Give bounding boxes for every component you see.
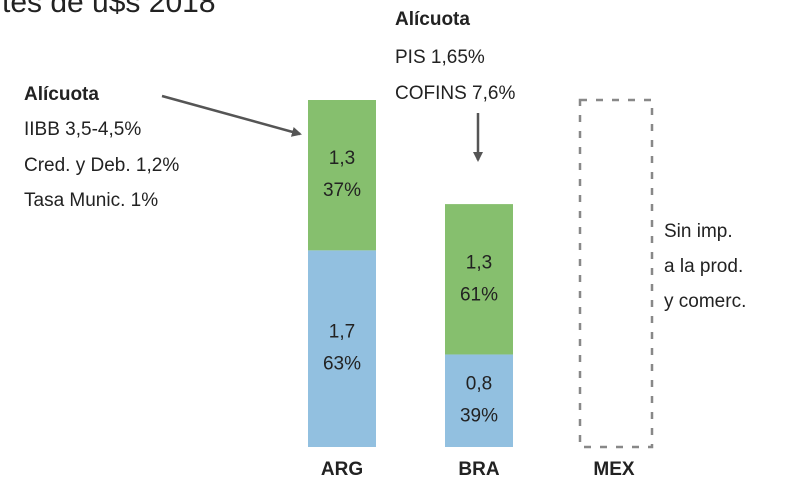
value-label: 1,7 [329, 322, 355, 343]
share-label: 39% [460, 406, 498, 427]
value-label: 1,3 [329, 148, 355, 169]
annotation-heading: Alícuota [24, 84, 99, 105]
x-tick-label: ARG [321, 459, 363, 480]
empty-bar [578, 98, 654, 449]
annotation-line: COFINS 7,6% [395, 83, 515, 104]
annotation-line: PIS 1,65% [395, 47, 485, 68]
x-tick-label: BRA [458, 459, 499, 480]
bar-segment [445, 204, 513, 355]
share-label: 61% [460, 284, 498, 305]
value-label: 1,3 [466, 252, 492, 273]
arrow [161, 94, 302, 137]
annotation-line: y comerc. [664, 291, 746, 312]
share-label: 37% [323, 180, 361, 201]
bar-segment [308, 100, 376, 251]
bar-segment [308, 250, 376, 447]
share-label: 63% [323, 354, 361, 375]
annotation-line: IIBB 3,5-4,5% [24, 119, 141, 140]
annotation-line: Cred. y Deb. 1,2% [24, 155, 179, 176]
annotation-line: Tasa Munic. 1% [24, 190, 158, 211]
value-label: 0,8 [466, 374, 492, 395]
bar-segment [445, 354, 513, 447]
annotation-line: a la prod. [664, 256, 743, 277]
annotation-line: Sin imp. [664, 221, 733, 242]
annotation-heading: Alícuota [395, 9, 470, 30]
x-tick-label: MEX [593, 459, 635, 480]
chart-title: tes de u$s 2018 [2, 0, 216, 19]
